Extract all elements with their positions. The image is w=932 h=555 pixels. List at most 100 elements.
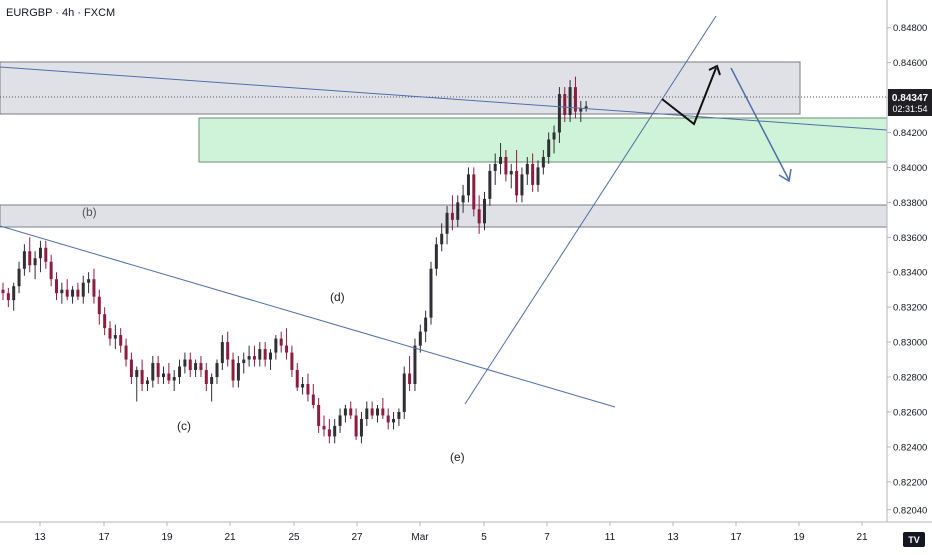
- ascending-trendline: [464, 15, 717, 405]
- candle-body-up: [194, 363, 198, 371]
- candle-body-down: [226, 342, 230, 360]
- candle-body-down: [92, 279, 96, 297]
- candle-body-up: [557, 94, 561, 133]
- projection-arrowhead-black: [708, 64, 721, 76]
- candle-body-down: [97, 296, 101, 315]
- candle-body-down: [188, 359, 192, 371]
- candle-body-up: [135, 370, 139, 378]
- wave-label-d: (d): [330, 290, 345, 304]
- candle-body-down: [76, 289, 80, 297]
- candle-body-up: [493, 163, 497, 171]
- time-tick-label: 27: [351, 532, 363, 543]
- candle-body-down: [295, 370, 299, 388]
- candle-body-up: [71, 289, 75, 297]
- time-axis[interactable]: 13 17 19 21 25 27 Mar 5 7 11 13 17 19 21: [34, 522, 868, 543]
- time-tick-label: 7: [544, 532, 550, 543]
- candle-body-down: [311, 394, 315, 405]
- candle-body-up: [333, 425, 337, 437]
- last-price-tag: 0.84347 02:31:54: [888, 89, 932, 116]
- resistance-zone-middle: [0, 204, 888, 228]
- projection-path-blue: [730, 67, 790, 181]
- candle-body-up: [536, 167, 540, 185]
- candle-body-up: [12, 286, 16, 301]
- candle-body-up: [413, 345, 417, 385]
- time-tick-label: 11: [605, 532, 616, 543]
- candle-body-down: [108, 328, 112, 339]
- candle-body-up: [434, 244, 438, 269]
- candle-body-up: [269, 352, 272, 360]
- candle-body-down: [204, 370, 208, 385]
- price-tick-label: 0.84000: [893, 163, 927, 174]
- price-tick-label: 0.83600: [893, 233, 927, 244]
- candle-body-up: [151, 363, 155, 381]
- candle-body-down: [6, 293, 10, 301]
- candle-body-down: [252, 356, 256, 360]
- wave-label-c: (c): [177, 419, 191, 433]
- candle-body-up: [183, 359, 187, 367]
- candle-body-up: [568, 87, 572, 116]
- candle-body-up: [338, 415, 342, 426]
- candle-body-down: [472, 174, 476, 210]
- candle-body-down: [504, 156, 508, 175]
- candle-body-up: [87, 279, 91, 283]
- price-tick-label: 0.82600: [893, 407, 927, 418]
- candle-body-up: [579, 108, 583, 112]
- last-price-value: 0.84347: [892, 93, 929, 104]
- candle-body-up: [466, 174, 470, 196]
- candle-body-down: [354, 415, 358, 437]
- candle-body-down: [103, 314, 107, 329]
- candle-body-up: [220, 342, 224, 364]
- candle-body-up: [81, 282, 85, 297]
- time-tick-label: 13: [667, 532, 679, 543]
- candle-body-down: [279, 338, 283, 346]
- price-tick-label: 0.82400: [893, 442, 927, 453]
- projection-path-black: [661, 67, 717, 126]
- candle-body-up: [178, 366, 182, 378]
- candle-body-up: [424, 317, 428, 332]
- candle-body-down: [290, 352, 294, 371]
- last-price-countdown: 02:31:54: [892, 104, 927, 114]
- candle-body-down: [306, 384, 310, 395]
- candle-body-down: [1, 289, 5, 294]
- supply-zone-upper: [0, 61, 801, 115]
- candle-body-up: [215, 363, 219, 378]
- candle-body-up: [343, 408, 347, 416]
- candle-body-down: [531, 163, 535, 185]
- time-tick-label: 17: [730, 532, 742, 543]
- candle-body-up: [488, 170, 492, 199]
- candle-body-down: [450, 212, 454, 220]
- candles: [1, 76, 588, 444]
- time-tick-label: 21: [224, 532, 236, 543]
- time-tick-label: 25: [288, 532, 300, 543]
- price-tick-label: 0.82200: [893, 477, 927, 488]
- candle-body-up: [162, 373, 165, 378]
- projection-arrowhead-blue: [778, 168, 792, 183]
- candle-body-up: [483, 198, 486, 224]
- candle-body-up: [461, 195, 465, 203]
- price-tick-label: 0.84800: [893, 23, 927, 34]
- symbol-title: EURGBP · 4h · FXCM: [6, 7, 116, 19]
- price-tick-label: 0.83400: [893, 268, 927, 279]
- time-tick-label: 19: [793, 532, 805, 543]
- price-tick-label: 0.82040: [893, 505, 927, 516]
- candle-body-up: [301, 384, 305, 388]
- candle-body-down: [55, 279, 58, 294]
- candle-body-up: [418, 331, 422, 346]
- candle-body-down: [263, 349, 267, 360]
- candle-body-down: [199, 363, 203, 371]
- tradingview-logo[interactable]: TV: [903, 532, 925, 547]
- candle-body-up: [440, 233, 444, 245]
- candle-body-down: [349, 408, 353, 416]
- candle-body-down: [65, 289, 69, 297]
- upper-descending-trendline: [0, 66, 888, 131]
- candle-body-down: [28, 251, 32, 266]
- candle-body-up: [429, 268, 433, 318]
- candle-body-up: [210, 377, 214, 385]
- candle-body-up: [145, 380, 149, 385]
- candle-body-up: [22, 251, 26, 269]
- candle-body-down: [140, 370, 144, 385]
- candle-body-up: [525, 163, 529, 175]
- candle-body-up: [113, 335, 117, 339]
